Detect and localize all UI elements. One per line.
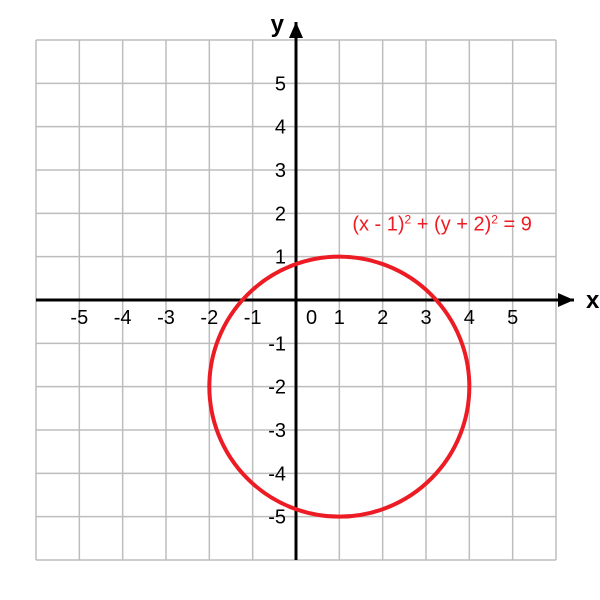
y-tick-label: -1 [268, 333, 286, 355]
x-axis-label: x [586, 287, 600, 314]
y-axis-label: y [271, 11, 285, 38]
y-tick-label: 2 [275, 203, 286, 225]
x-tick-label: -3 [157, 307, 175, 329]
equation-label: (x - 1)2 + (y + 2)2 = 9 [352, 213, 532, 236]
y-tick-label: 1 [275, 247, 286, 269]
x-tick-label: 5 [507, 307, 518, 329]
y-tick-label: 4 [275, 117, 286, 139]
y-tick-label: 3 [275, 160, 286, 182]
coordinate-plane-chart: -5 -4 -3 -2 -1 1 2 3 4 5 -5 -4 -3 -2 -1 1 2 3 4 5 0 x y (x - 1)… [0, 0, 600, 600]
y-tick-label: 5 [275, 73, 286, 95]
y-tick-label: -4 [268, 463, 286, 485]
x-tick-label: 3 [420, 307, 431, 329]
y-tick-label: -3 [268, 420, 286, 442]
plot-svg: -5 -4 -3 -2 -1 1 2 3 4 5 -5 -4 -3 -2 -1 1 2 3 4 5 0 x y (x - 1)… [0, 0, 600, 600]
origin-label: 0 [306, 307, 317, 329]
y-tick-label: -2 [268, 377, 286, 399]
x-tick-label: -2 [200, 307, 218, 329]
x-tick-label: -4 [114, 307, 132, 329]
x-tick-label: -5 [70, 307, 88, 329]
x-tick-label: 1 [334, 307, 345, 329]
x-tick-label: 4 [464, 307, 475, 329]
x-tick-label: 2 [377, 307, 388, 329]
x-tick-label: -1 [244, 307, 262, 329]
y-tick-label: -5 [268, 507, 286, 529]
